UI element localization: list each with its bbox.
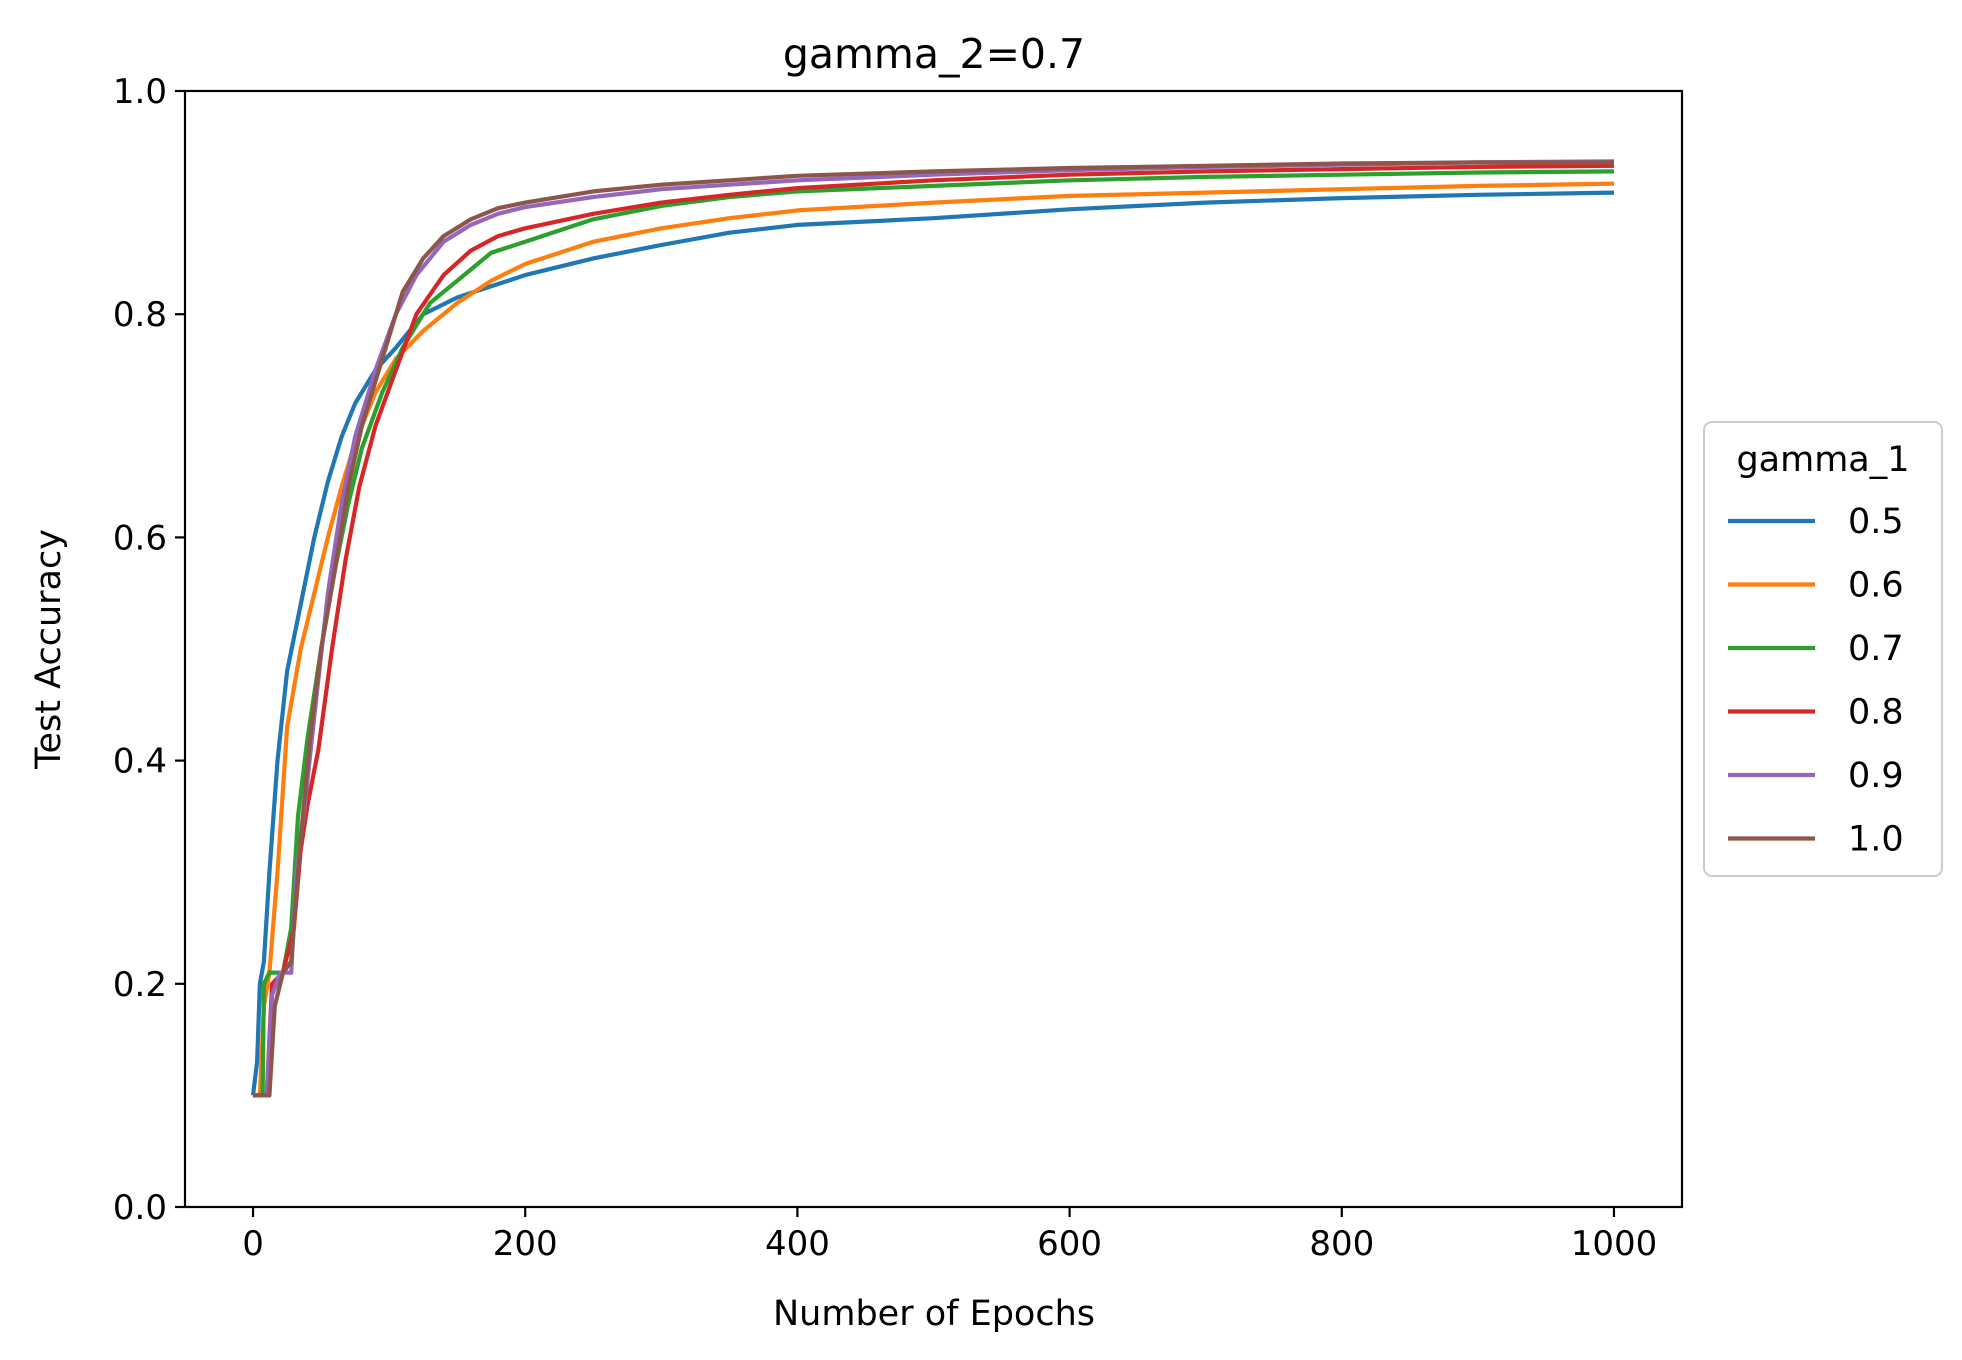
x-tick-label: 200: [493, 1224, 558, 1264]
y-tick-label: 0.8: [113, 295, 167, 335]
y-axis-label: Test Accuracy: [29, 529, 69, 770]
legend-label-0-9: 0.9: [1848, 756, 1904, 796]
legend-label-0-7: 0.7: [1848, 629, 1904, 669]
series-layer: [250, 159, 1615, 1098]
series-line-0-6: [253, 181, 1615, 1098]
y-tick-label: 0.6: [113, 518, 167, 558]
legend-label-0-8: 0.8: [1848, 693, 1904, 733]
y-tick-label: 0.4: [113, 742, 167, 782]
legend-label-0-5: 0.5: [1848, 502, 1904, 542]
plot-area: [250, 159, 1615, 1098]
legend-title: gamma_1: [1736, 440, 1909, 480]
x-axis: 0 200 400 600 800 1000: [242, 1207, 1657, 1264]
y-tick-label: 0.2: [113, 965, 167, 1005]
y-axis: 0.0 0.2 0.4 0.6 0.8 1.0: [113, 72, 185, 1228]
y-tick-label: 0.0: [113, 1188, 167, 1228]
legend-entries: 0.5 0.6 0.7 0.8 0.9 1.0: [1728, 502, 1904, 860]
legend: gamma_1 0.5 0.6 0.7 0.8 0.9 1.0: [1703, 421, 1943, 877]
legend-label-0-6: 0.6: [1848, 566, 1904, 606]
legend-label-1-0: 1.0: [1848, 820, 1904, 860]
x-tick-label: 600: [1037, 1224, 1102, 1264]
chart-title: gamma_2=0.7: [783, 30, 1085, 78]
x-tick-label: 400: [765, 1224, 830, 1264]
x-tick-label: 800: [1309, 1224, 1374, 1264]
x-tick-label: 1000: [1571, 1224, 1658, 1264]
series-line-1-0: [253, 160, 1614, 1098]
legend-box: [1703, 421, 1943, 877]
plot-frame: [183, 89, 1684, 1209]
x-tick-label: 0: [242, 1224, 264, 1264]
y-tick-label: 1.0: [113, 72, 167, 112]
x-axis-label: Number of Epochs: [773, 1294, 1095, 1334]
